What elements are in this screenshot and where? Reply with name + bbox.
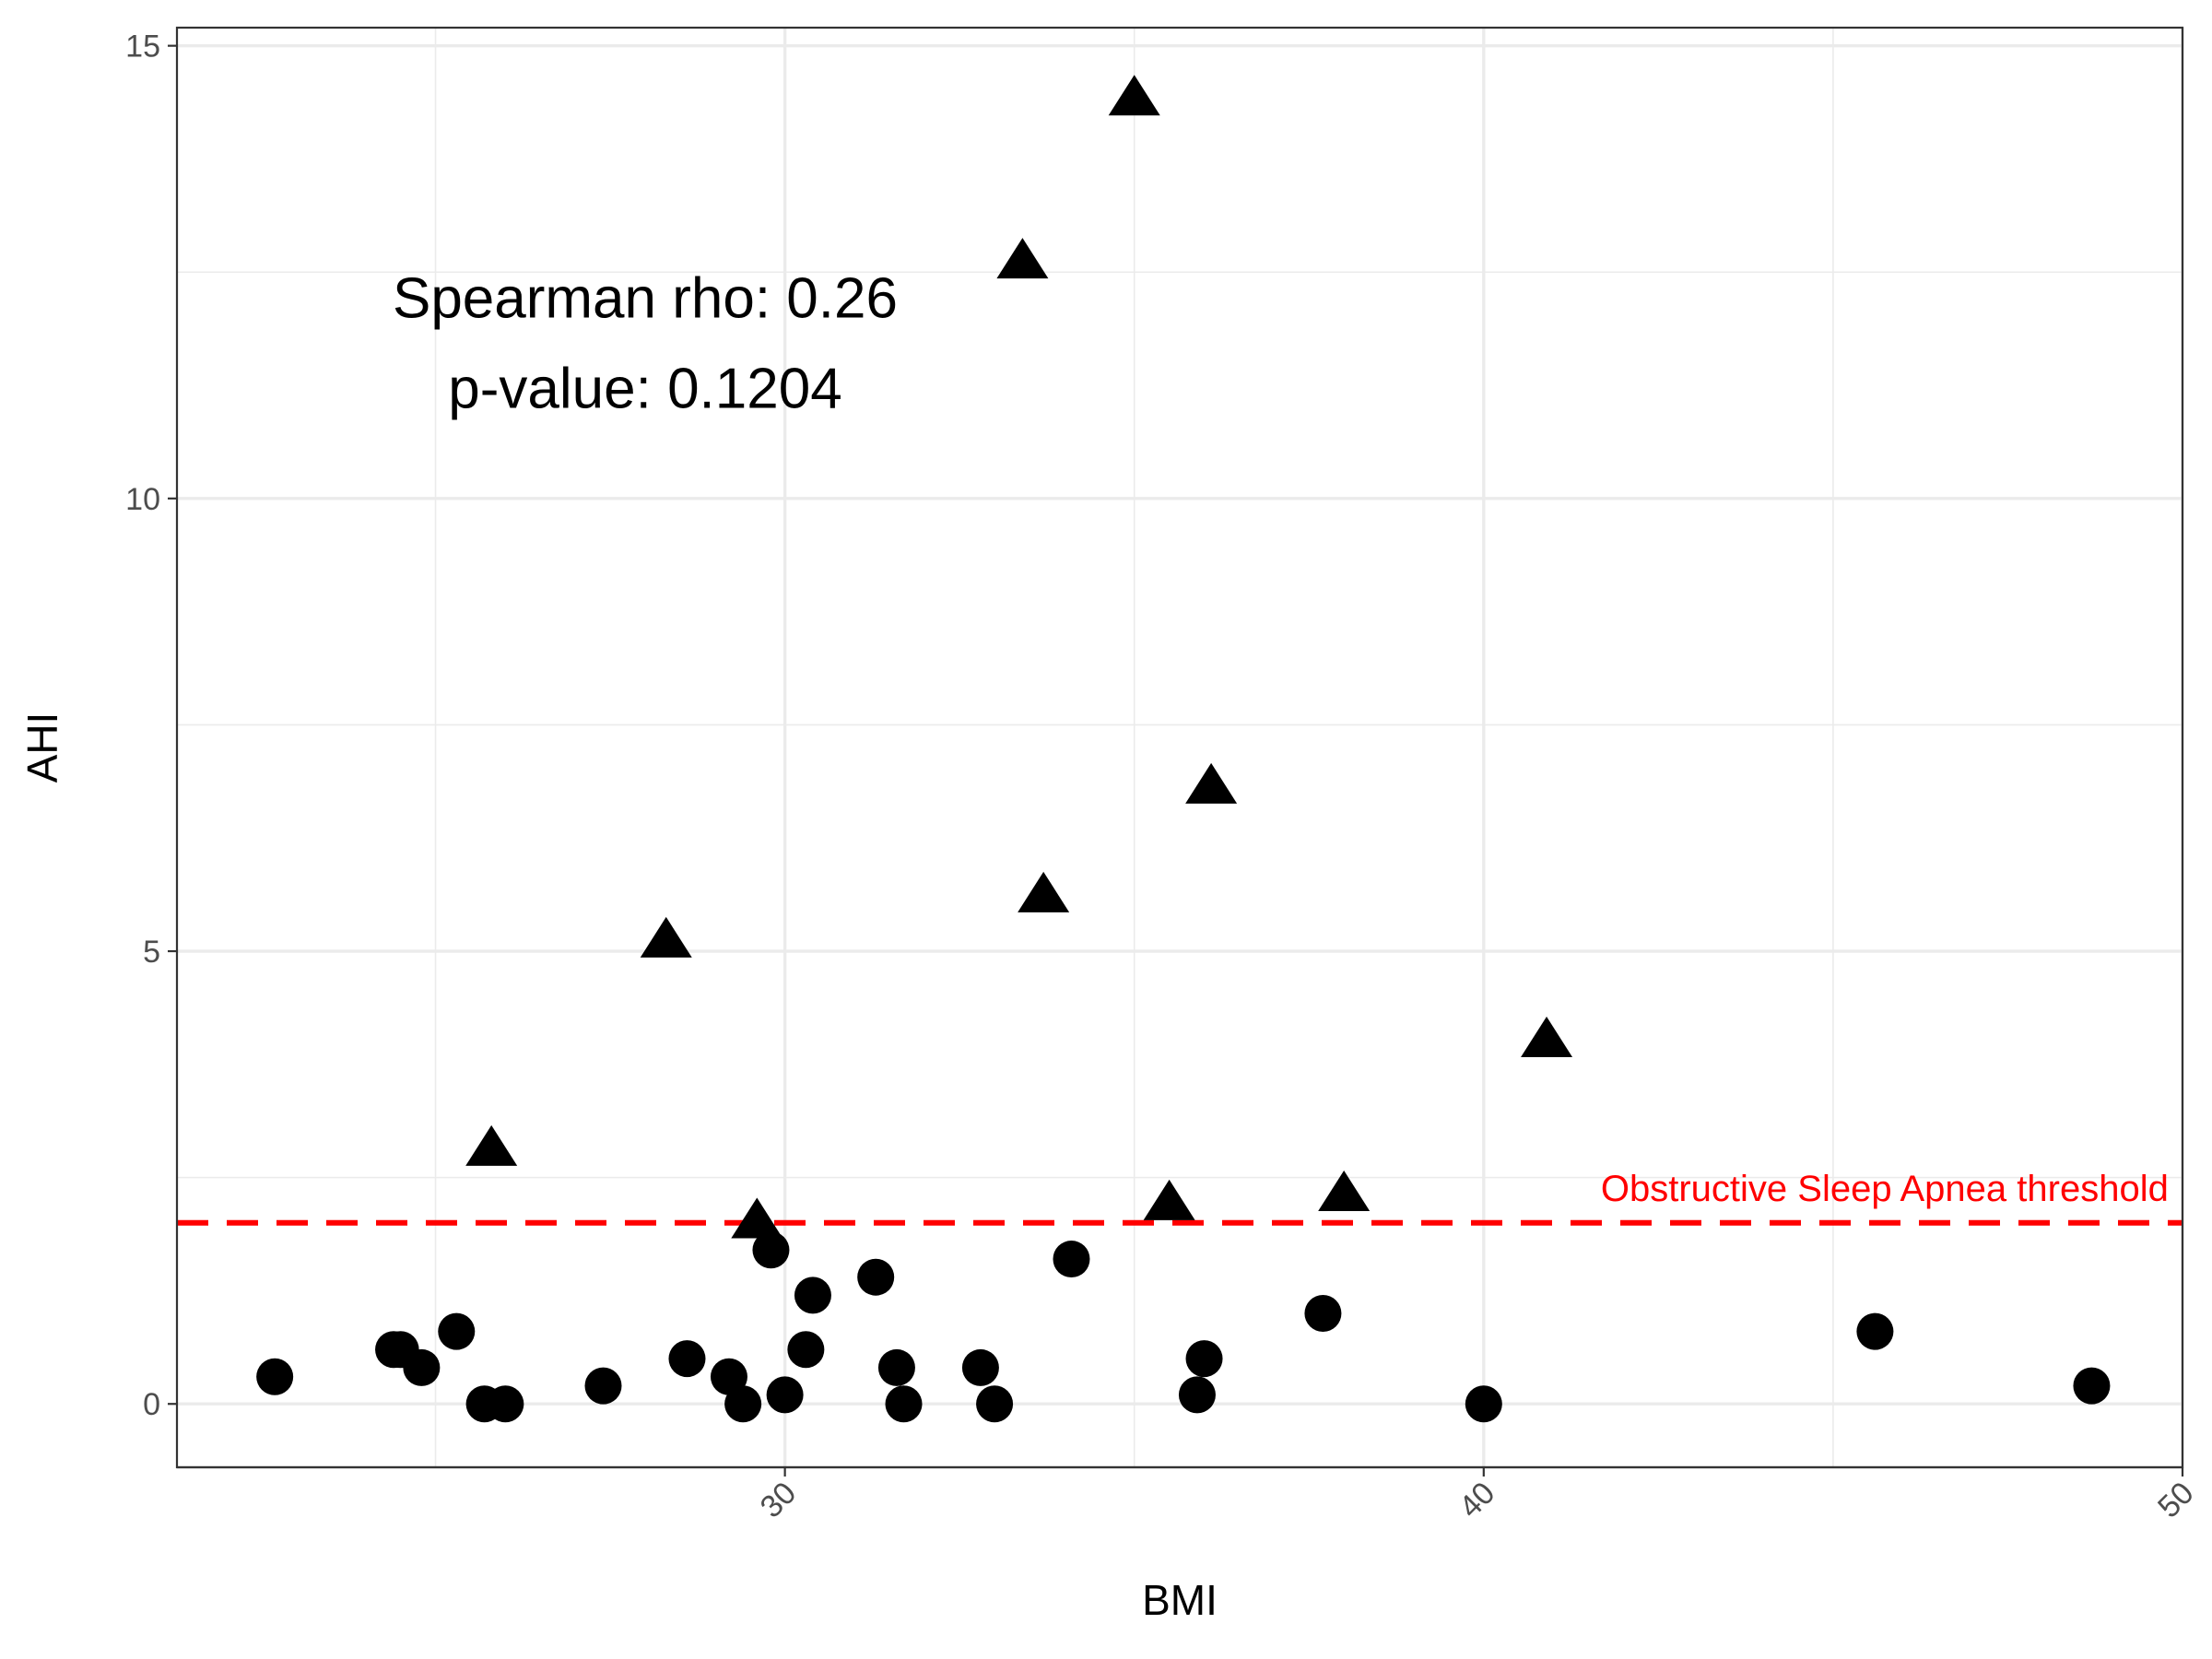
triangle-point [465,1124,518,1166]
y-axis-title: AHI [18,712,66,783]
x-tick-label: 40 [1453,1476,1502,1525]
circle-point [438,1312,476,1350]
x-axis-title: BMI [1142,1576,1218,1624]
triangle-point [996,238,1049,279]
circle-point [976,1385,1014,1423]
triangle-point [1018,871,1070,912]
circle-point [961,1348,999,1386]
triangle-point [1185,762,1238,804]
circle-point [787,1331,825,1369]
circle-point [1856,1312,1894,1350]
circle-point [668,1340,706,1378]
triangle-point [1108,75,1160,116]
annotation-p-value: p-value: 0.1204 [448,358,841,421]
circle-point [724,1385,762,1423]
annotation-spearman-rho: Spearman rho: 0.26 [393,266,898,330]
y-tick-label: 10 [125,482,160,517]
grid-minor [177,28,2183,1467]
circle-point [584,1367,622,1405]
triangle-point [1318,1171,1371,1212]
circle-point [766,1376,804,1414]
circle-point [1304,1294,1342,1332]
threshold-label: Obstructive Sleep Apnea threshold [1601,1169,2169,1209]
circle-point [877,1348,915,1386]
triangle-point [1143,1179,1195,1220]
circle-point [1465,1385,1502,1423]
circle-point [2073,1367,2111,1405]
x-axis: 30 40 50 [177,1465,2201,1525]
annotations: Spearman rho: 0.26 p-value: 0.1204 [393,266,898,420]
circle-point [256,1358,294,1395]
circle-point [1053,1241,1090,1278]
circle-point [885,1385,923,1423]
circle-point [710,1358,747,1395]
y-axis: 0 5 10 15 [125,29,177,1422]
y-tick-label: 5 [143,935,160,970]
plot-panel [177,28,2183,1467]
y-tick-label: 0 [143,1387,160,1422]
circle-point [1178,1376,1216,1414]
triangle-point [640,916,692,958]
y-tick-label: 15 [125,29,160,65]
circle-point [487,1385,524,1423]
circle-point [857,1258,895,1296]
triangle-point [731,1197,783,1239]
circle-point [1185,1340,1223,1378]
circle-point [752,1231,790,1269]
circle-point [794,1277,831,1314]
x-tick-label: 50 [2151,1476,2201,1525]
x-tick-label: 30 [754,1476,804,1525]
circle-point [403,1348,441,1386]
triangle-point [1521,1016,1573,1057]
data-points [256,75,2111,1423]
